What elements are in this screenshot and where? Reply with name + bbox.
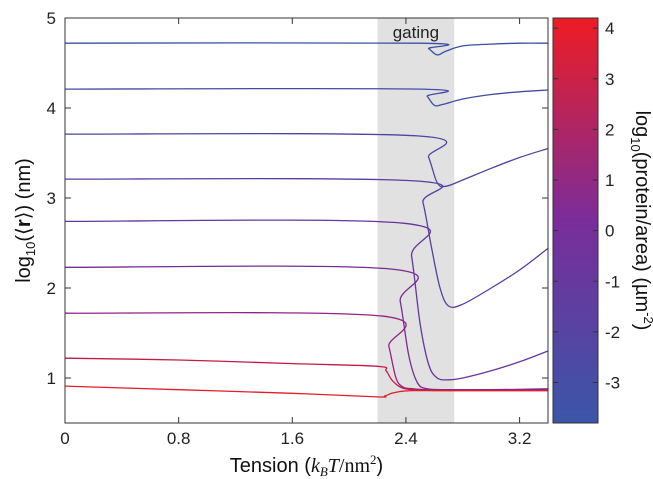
colorbar-tick-label: -1	[605, 272, 620, 291]
y-tick-label: 2	[47, 279, 56, 298]
gating-band	[377, 18, 455, 423]
colorbar-tick-label: 3	[605, 70, 614, 89]
x-axis: 0 0.8 1.6 2.4 3.2	[60, 18, 531, 448]
colorbar-tick-label: 4	[605, 19, 614, 38]
colorbar-tick-label: 0	[605, 222, 614, 241]
gating-label: gating	[393, 23, 439, 42]
series-line-3	[64, 132, 549, 188]
colorbar	[552, 17, 599, 424]
y-axis: 1 2 3 4 5	[47, 9, 548, 388]
y-tick-label: 5	[47, 9, 56, 28]
x-tick-label: 2.4	[394, 429, 418, 448]
colorbar-label: log10(protein/area) (µm-2)	[628, 111, 653, 331]
series-line-4	[64, 177, 549, 309]
x-tick-label: 0.8	[167, 429, 191, 448]
colorbar-tick-label: 2	[605, 120, 614, 139]
colorbar-tick-label: -3	[605, 374, 620, 393]
series-line-2	[64, 87, 549, 107]
series-line-5	[64, 219, 549, 381]
series-line-9	[64, 385, 548, 398]
series-line-1	[64, 42, 549, 56]
x-tick-label: 1.6	[280, 429, 304, 448]
y-tick-label: 3	[47, 189, 56, 208]
series-line-6	[64, 265, 549, 391]
x-tick-label: 3.2	[508, 429, 532, 448]
colorbar-tick-label: 1	[605, 171, 614, 190]
x-axis-label: Tension (kBT/nm2)	[230, 452, 383, 479]
x-tick-label: 0	[60, 429, 69, 448]
plot-frame	[64, 17, 549, 424]
series-layer	[64, 42, 549, 398]
colorbar-tick-label: -2	[605, 323, 620, 342]
y-tick-label: 4	[47, 99, 56, 118]
y-axis-label: log10(⟨r⟩) (nm)	[13, 158, 38, 283]
gating-region	[377, 18, 455, 423]
series-line-7	[64, 311, 548, 391]
y-tick-label: 1	[47, 369, 56, 388]
colorbar-ticks: -3 -2 -1 0 1 2 3 4	[553, 19, 620, 393]
